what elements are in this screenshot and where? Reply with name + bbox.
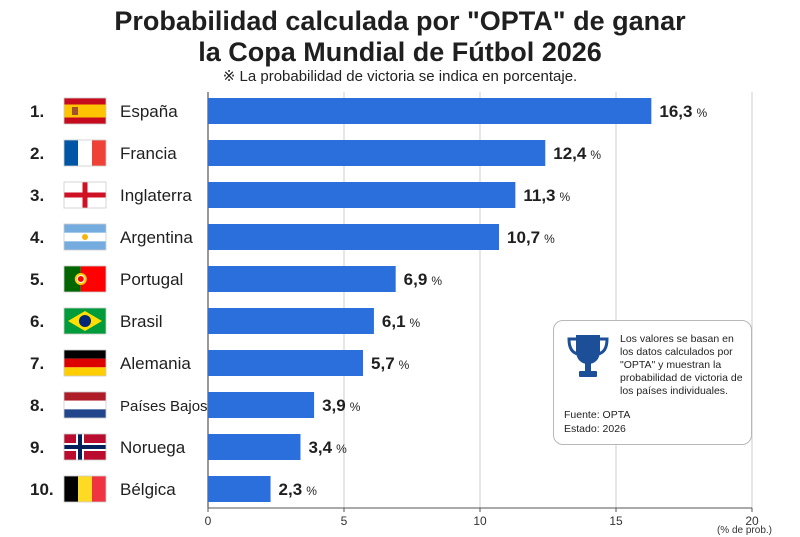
bar: [208, 392, 315, 418]
country-label: Noruega: [120, 438, 186, 457]
argentina-flag: [63, 223, 107, 251]
note-source: Fuente: OPTA: [564, 409, 631, 421]
value-label: 6,1%: [382, 312, 421, 331]
chart-title-line1: Probabilidad calculada por "OPTA" de gan…: [114, 6, 686, 36]
rank-label: 9.: [30, 438, 44, 457]
x-tick-label: 15: [609, 514, 623, 528]
flag-part: [78, 140, 92, 166]
bar: [208, 266, 396, 292]
bar: [208, 476, 271, 502]
info-note-box: Los valores se basan en los datos calcul…: [553, 320, 752, 445]
flag-border: [63, 349, 107, 377]
globe: [79, 315, 91, 327]
flag-border: [63, 433, 107, 461]
belgium-flag: [63, 475, 107, 503]
note-status: Estado: 2026: [564, 423, 626, 435]
value-label: 6,9%: [404, 270, 443, 289]
country-label: Portugal: [120, 270, 183, 289]
england-flag: [63, 181, 107, 209]
rank-label: 2.: [30, 144, 44, 163]
flag-border: [63, 139, 107, 167]
flag-border: [63, 391, 107, 419]
flag-border: [63, 223, 107, 251]
flag-part: [64, 140, 78, 166]
x-tick-label: 0: [205, 514, 212, 528]
flag-border: [63, 307, 107, 335]
portugal-flag: [63, 265, 107, 293]
x-tick-label: 5: [341, 514, 348, 528]
flag-border: [63, 97, 107, 125]
value-label: 16,3%: [659, 102, 707, 121]
country-label: España: [120, 102, 178, 121]
flag-part: [64, 409, 106, 418]
coat-of-arms: [72, 107, 78, 115]
country-label: Bélgica: [120, 480, 176, 499]
bar: [208, 140, 546, 166]
flag-part: [78, 476, 92, 502]
country-label: Brasil: [120, 312, 163, 331]
rank-label: 4.: [30, 228, 44, 247]
flag-part: [64, 400, 106, 410]
rank-label: 6.: [30, 312, 44, 331]
rank-label: 10.: [30, 480, 54, 499]
sun-of-may: [82, 234, 88, 240]
flag-border: [63, 181, 107, 209]
country-label: Francia: [120, 144, 177, 163]
bar: [208, 308, 374, 334]
flag-part: [64, 350, 106, 359]
rank-label: 5.: [30, 270, 44, 289]
spain-flag: [63, 97, 107, 125]
netherlands-flag: [63, 391, 107, 419]
norway-flag: [63, 433, 107, 461]
country-label: Inglaterra: [120, 186, 192, 205]
chart-title-line2: la Copa Mundial de Fútbol 2026: [198, 37, 602, 67]
bar: [208, 98, 652, 124]
brazil-flag: [63, 307, 107, 335]
flag-part: [64, 358, 106, 368]
flag-part: [92, 476, 106, 502]
value-label: 2,3%: [279, 480, 318, 499]
note-text: Los valores se basan en los datos calcul…: [620, 333, 743, 397]
rank-label: 7.: [30, 354, 44, 373]
flag-part: [64, 104, 106, 118]
x-tick-label: 20: [745, 514, 759, 528]
france-flag: [63, 139, 107, 167]
value-label: 3,4%: [308, 438, 347, 457]
flag-part: [64, 192, 106, 198]
flag-part: [64, 445, 106, 449]
bar: [208, 434, 301, 460]
flag-part: [92, 140, 106, 166]
flag-border: [63, 475, 107, 503]
bar: [208, 182, 516, 208]
x-tick-label: 10: [473, 514, 487, 528]
flag-part: [64, 476, 78, 502]
country-label: Argentina: [120, 228, 193, 247]
country-label: Países Bajos: [120, 398, 208, 415]
rank-label: 1.: [30, 102, 44, 121]
rank-label: 8.: [30, 396, 44, 415]
value-label: 3,9%: [322, 396, 361, 415]
chart-subtitle: ※ La probabilidad de victoria se indica …: [222, 68, 578, 85]
country-label: Alemania: [120, 354, 191, 373]
value-label: 11,3%: [523, 186, 570, 205]
flag-part: [64, 367, 106, 376]
x-axis-unit-label: (% de prob.): [717, 525, 772, 536]
value-label: 12,4%: [553, 144, 601, 163]
shield: [76, 275, 85, 283]
flag-part: [64, 266, 81, 292]
flag-part: [64, 392, 106, 401]
bar: [208, 350, 364, 376]
trophy-icon: [567, 335, 609, 377]
rank-label: 3.: [30, 186, 44, 205]
flag-border: [63, 265, 107, 293]
value-label: 10,7%: [507, 228, 555, 247]
bar: [208, 224, 500, 250]
germany-flag: [63, 349, 107, 377]
value-label: 5,7%: [371, 354, 410, 373]
